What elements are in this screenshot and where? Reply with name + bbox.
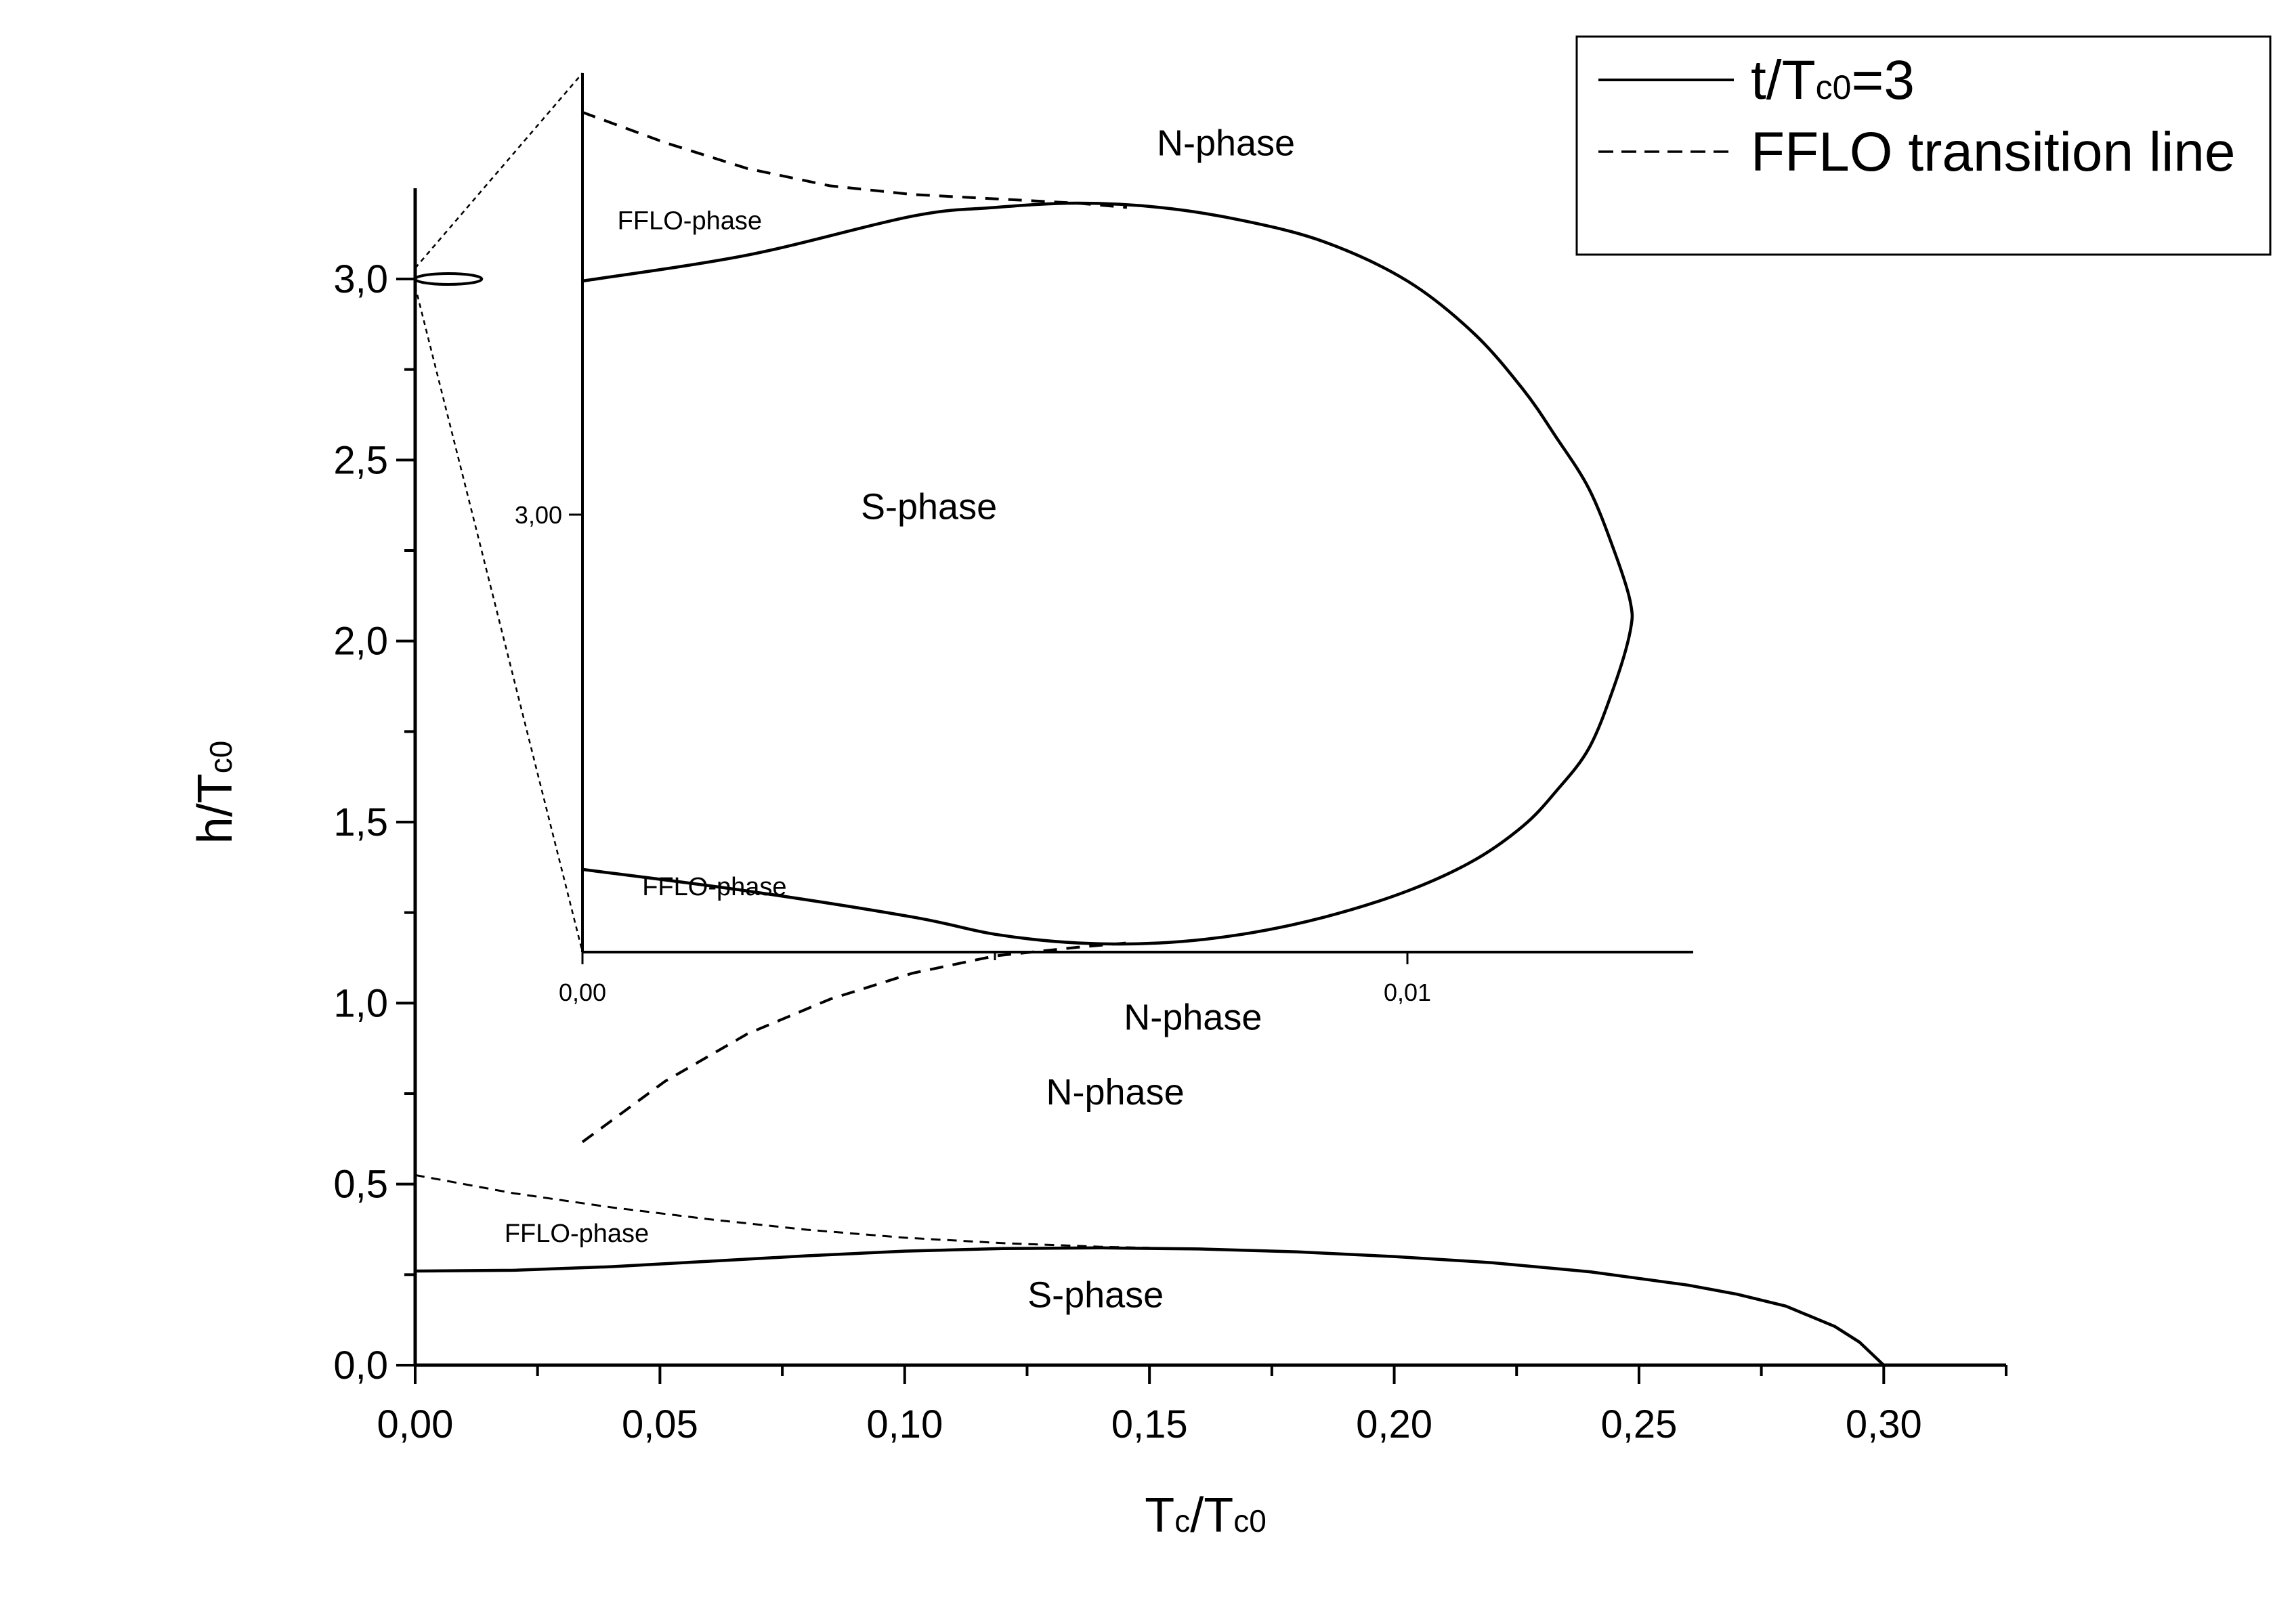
y-tick-label: 2,5 [333, 438, 388, 482]
main-plot: 0,00 0,05 0,10 0,15 0,20 0,25 0,30 0,0 0,5 1,0 1,5… [188, 188, 2007, 1543]
x-tick-label: 0,20 [1356, 1402, 1432, 1446]
inset-region-label: FFLO-phase [618, 207, 762, 235]
legend-entry-label: t/Tc0=3 [1751, 49, 1915, 111]
y-tick-label: 1,0 [333, 981, 388, 1025]
x-tick-label: 0,30 [1846, 1402, 1922, 1446]
inset-x-tick-label: 0,00 [559, 978, 606, 1006]
y-tick-label: 0,5 [333, 1163, 388, 1207]
y-axis-label: h/Tc0 [188, 741, 242, 844]
main-region-label: N-phase [1046, 1072, 1185, 1113]
legend-entry-label: FFLO transition line [1751, 121, 2236, 183]
main-region-label: FFLO-phase [505, 1220, 649, 1248]
x-tick-label: 0,25 [1600, 1402, 1677, 1446]
x-axis-label: Tc/Tc0 [1145, 1488, 1267, 1543]
y-tick-label: 1,5 [333, 800, 388, 844]
main-fflo-transition-line [414, 1174, 1150, 1249]
y-tick-label: 2,0 [333, 620, 388, 664]
inset-region-label: N-phase [1157, 123, 1295, 164]
inset-fflo-transition-line-lower [581, 941, 1128, 1144]
inset-fflo-transition-line-upper [582, 110, 1128, 209]
legend: t/Tc0=3 FFLO transition line [1575, 35, 2272, 256]
zoom-connector-lines [414, 72, 584, 953]
x-tick-label: 0,10 [866, 1402, 943, 1446]
main-region-label: S-phase [1027, 1274, 1164, 1315]
y-tick-label: 3,0 [333, 257, 388, 301]
x-tick-label: 0,05 [622, 1402, 698, 1446]
inset-region-label: S-phase [861, 486, 997, 527]
main-zoom-region-loop [414, 272, 484, 286]
inset-plot: 0,00 0,01 3,00 N-phase FFLO-phase S-phase FFLO… [515, 73, 1693, 1144]
main-phase-boundary-line [414, 1246, 1885, 1367]
inset-y-tick-label: 3,00 [515, 501, 562, 529]
zoom-connector-upper [414, 72, 583, 269]
legend-box [1575, 35, 2272, 256]
inset-region-label: FFLO-phase [642, 873, 786, 901]
inset-region-label: N-phase [1124, 997, 1262, 1037]
x-tick-label: 0,00 [377, 1402, 454, 1446]
inset-x-tick-label: 0,01 [1384, 978, 1431, 1006]
inset-phase-boundary-line [582, 201, 1634, 946]
y-tick-label: 0,0 [333, 1343, 388, 1388]
x-tick-label: 0,15 [1111, 1402, 1188, 1446]
zoom-connector-lower [414, 286, 584, 953]
